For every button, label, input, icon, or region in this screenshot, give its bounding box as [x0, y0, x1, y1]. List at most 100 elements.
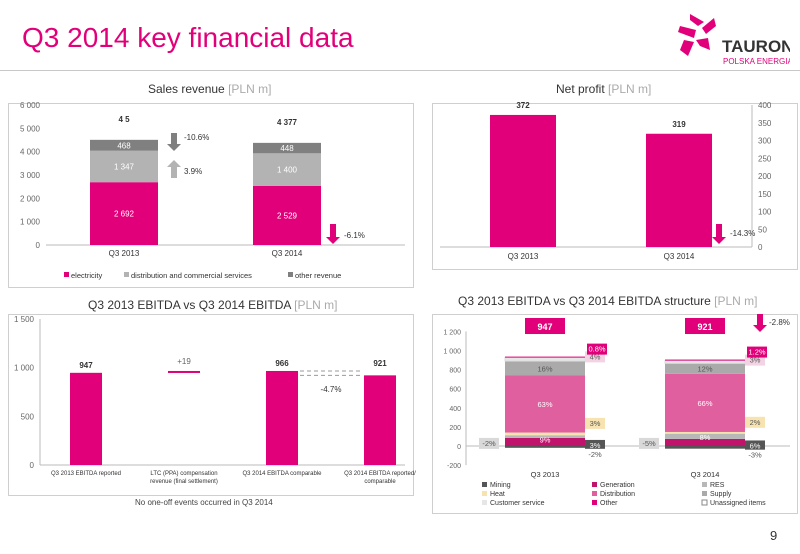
sales-data-label: 448	[280, 144, 294, 153]
structure-data-label: 16%	[537, 364, 552, 373]
ebitda-ytick: 1 000	[14, 364, 35, 373]
structure-data-label: 3%	[750, 356, 761, 365]
structure-bar-other	[665, 359, 745, 361]
sales-bar-other	[253, 142, 321, 154]
structure-data-label: 66%	[697, 399, 712, 408]
sales-legend-label: other revenue	[295, 271, 341, 280]
profit-title-text: Net profit	[556, 82, 605, 96]
structure-xtick: Q3 2014	[691, 470, 720, 479]
ebitda-frame	[8, 314, 414, 496]
structure-change-arrow-head	[753, 325, 767, 332]
structure-label-bg	[745, 449, 765, 461]
structure-legend-label: Unassigned items	[710, 500, 766, 507]
tauron-logo-icon: TAURON POLSKA ENERGIA	[678, 14, 793, 66]
structure-title-text: Q3 2013 EBITDA vs Q3 2014 EBITDA structu…	[458, 294, 711, 308]
sales-revenue-frame	[8, 103, 414, 288]
sales-other-change-arrow-shaft	[171, 133, 177, 144]
structure-bar-mining	[665, 446, 745, 449]
structure-total-box	[685, 318, 725, 334]
ebitda-bar-ltc-step	[168, 370, 200, 373]
sales-electricity-change: -6.1%	[344, 231, 365, 240]
structure-legend-label: Distribution	[600, 491, 635, 498]
sales-total-label: 4 5	[118, 115, 130, 124]
sales-revenue-title: Sales revenue [PLN m]	[148, 82, 271, 96]
structure-bar-heat	[505, 432, 585, 436]
sales-ytick: 2 000	[20, 194, 41, 203]
structure-legend-swatch	[702, 491, 707, 496]
structure-legend-label: Mining	[490, 482, 511, 489]
structure-label-bg	[747, 346, 767, 358]
sales-ytick: 4 000	[20, 148, 41, 157]
structure-label-bg	[745, 416, 765, 428]
structure-label-bg	[585, 448, 605, 460]
sales-ytick: 6 000	[20, 101, 41, 110]
profit-ytick: 50	[758, 225, 767, 234]
structure-unit: [PLN m]	[714, 294, 758, 308]
structure-label-bg	[745, 354, 765, 366]
sales-distribution-change-arrow-shaft	[171, 167, 177, 178]
sales-ytick: 0	[36, 241, 41, 250]
structure-legend-swatch	[701, 499, 708, 506]
structure-legend-label: Supply	[710, 491, 732, 498]
ebitda-ytick: 1 500	[14, 315, 35, 324]
profit-bar	[646, 133, 712, 247]
sales-electricity-change-arrow-shaft	[330, 224, 336, 237]
net-profit-title: Net profit [PLN m]	[556, 82, 651, 96]
sales-legend-swatch	[288, 272, 293, 277]
sales-bar-distribution	[253, 153, 321, 186]
structure-bar-heat	[665, 431, 745, 434]
ebitda-xtick: Q3 2014 EBITDA reported/comparable	[344, 471, 416, 485]
profit-ytick: 300	[758, 137, 772, 146]
structure-bar-other	[505, 356, 585, 358]
structure-change: -2.8%	[769, 318, 790, 327]
structure-data-label: 4%	[590, 352, 601, 361]
ebitda-ytick: 500	[21, 412, 35, 421]
structure-ytick: 800	[449, 368, 461, 375]
structure-legend-swatch	[592, 500, 597, 505]
profit-ytick: 350	[758, 119, 772, 128]
ebitda-title: Q3 2013 EBITDA vs Q3 2014 EBITDA [PLN m]	[88, 298, 337, 312]
structure-ytick: 200	[449, 425, 461, 432]
structure-label-bg	[585, 439, 605, 451]
structure-ytick: 600	[449, 387, 461, 394]
structure-change-arrow-shaft	[757, 314, 763, 325]
sales-distribution-change: 3.9%	[184, 167, 202, 176]
structure-data-label: -5%	[642, 439, 656, 448]
structure-data-label: 3%	[590, 419, 601, 428]
ebitda-data-label: 947	[79, 361, 93, 370]
sales-legend-label: distribution and commercial services	[131, 271, 252, 280]
structure-legend-swatch	[482, 482, 487, 487]
ebitda-unit: [PLN m]	[294, 298, 338, 312]
structure-legend-swatch	[702, 482, 707, 487]
sales-legend-swatch	[124, 272, 129, 277]
profit-bar	[490, 114, 556, 247]
page-number: 9	[770, 528, 778, 543]
sales-ytick: 1 000	[20, 218, 41, 227]
sales-data-label: 2 529	[277, 211, 298, 220]
ebitda-change: -4.7%	[321, 385, 342, 394]
structure-bar-generation	[665, 438, 745, 446]
tauron-logo: TAURON POLSKA ENERGIA	[660, 10, 793, 70]
profit-unit: [PLN m]	[608, 82, 652, 96]
structure-legend-label: Generation	[600, 482, 635, 489]
structure-xtick: Q3 2013	[531, 470, 560, 479]
structure-label-bg	[745, 440, 765, 452]
ebitda-data-label: 921	[373, 359, 387, 368]
profit-xtick: Q3 2014	[664, 252, 695, 261]
structure-frame	[432, 314, 798, 514]
structure-bar-generation	[505, 437, 585, 446]
profit-change-arrow-head	[712, 237, 726, 244]
structure-data-label: 0.8%	[588, 345, 605, 354]
structure-legend-label: Heat	[490, 491, 505, 498]
structure-label-bg	[639, 437, 659, 449]
sales-data-label: 1 347	[114, 162, 135, 171]
profit-ytick: 150	[758, 190, 772, 199]
profit-xtick: Q3 2013	[508, 252, 539, 261]
sales-title-text: Sales revenue	[148, 82, 225, 96]
sales-electricity-change-arrow-head	[326, 237, 340, 244]
title-divider	[0, 70, 800, 71]
sales-distribution-change-arrow-head	[167, 160, 181, 167]
structure-legend-label: RES	[710, 482, 725, 489]
structure-bar-mining	[505, 446, 585, 448]
